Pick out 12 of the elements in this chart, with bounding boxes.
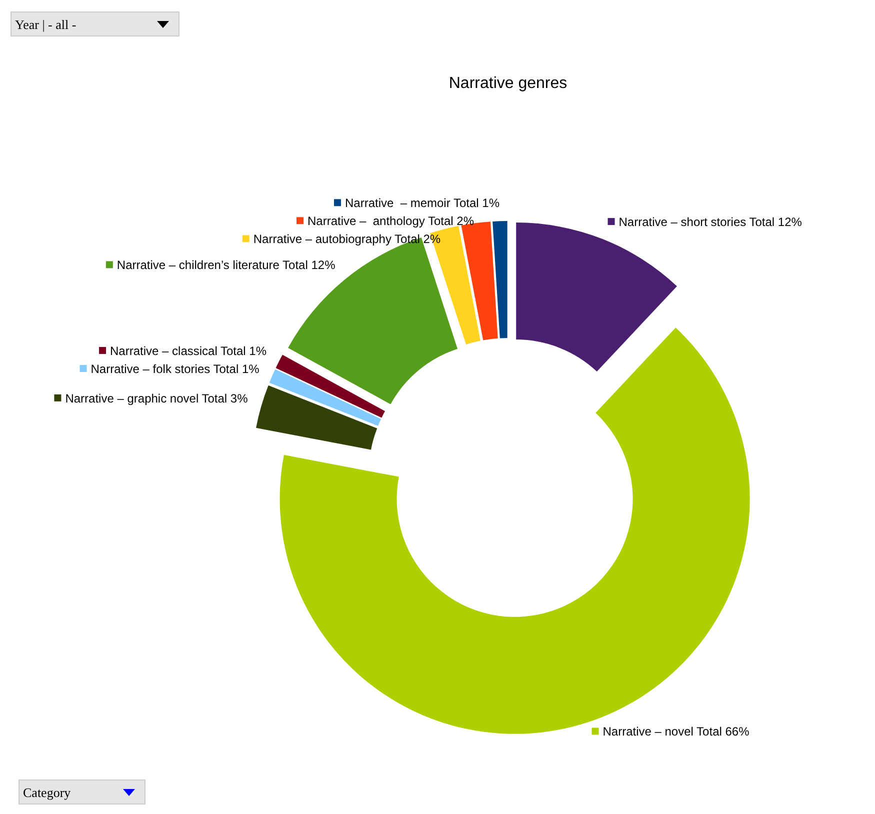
legend-label: Narrative – graphic novel Total 3% bbox=[65, 391, 248, 406]
legend-label: Narrative – children’s literature Total 12% bbox=[116, 258, 336, 272]
dropdown: Year | - all - bbox=[10, 12, 180, 36]
dropdown: Category bbox=[18, 780, 146, 804]
legend-label: Narrative – folk stories Total 1% bbox=[90, 362, 260, 376]
legend-label: Narrative – novel Total 66% bbox=[602, 724, 750, 739]
legend-label: Narrative – anthology Total 2% bbox=[307, 214, 474, 228]
legend-label: Narrative – autobiography Total 2% bbox=[253, 232, 441, 246]
legend-label: Narrative – classical Total 1% bbox=[110, 344, 267, 358]
legend-label: Narrative – memoir Total 1% bbox=[344, 196, 500, 210]
chart-title: Narrative genres bbox=[448, 75, 568, 92]
legend-label: Narrative – short stories Total 12% bbox=[618, 215, 802, 230]
